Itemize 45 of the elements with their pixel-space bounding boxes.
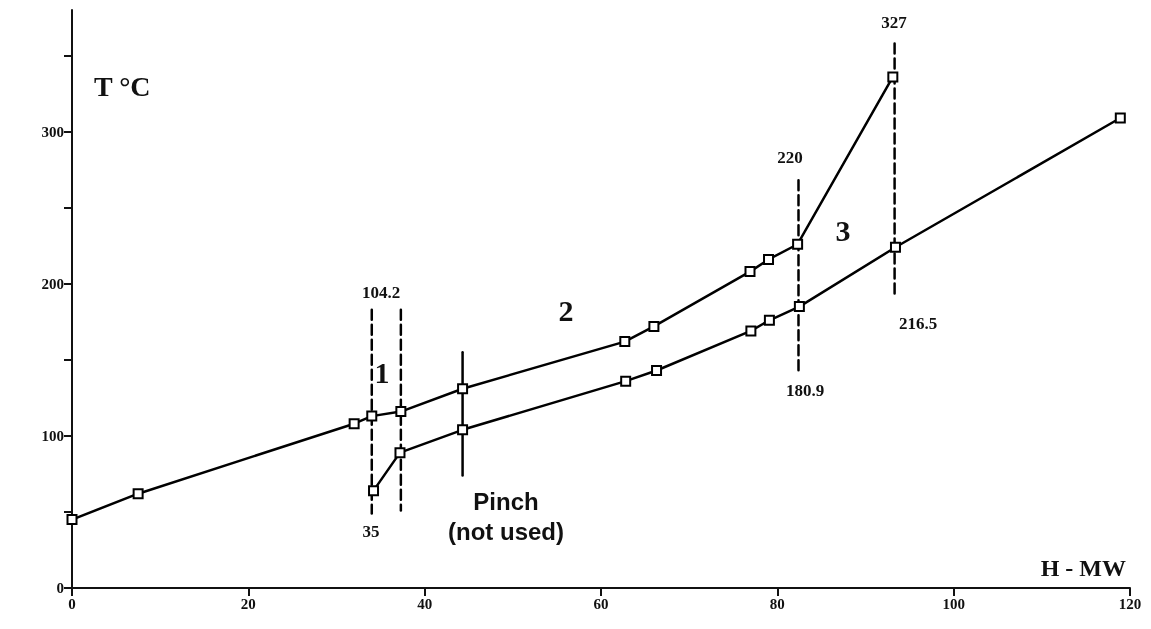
point	[368, 485, 380, 497]
point	[792, 238, 804, 250]
annotation: 3	[835, 213, 851, 247]
point	[620, 375, 632, 387]
point	[745, 325, 757, 337]
point	[763, 314, 775, 326]
annotation: 35	[362, 521, 380, 541]
point	[648, 320, 660, 332]
annotation: Pinch (not used)	[448, 487, 564, 545]
annotation: 180.9	[785, 380, 825, 400]
annotation: 1	[374, 355, 390, 389]
x-tick-label: 60	[593, 595, 609, 612]
y-axis-title: T °C	[94, 70, 151, 102]
x-tick-label: 120	[1118, 595, 1142, 612]
point	[366, 410, 378, 422]
point	[744, 266, 756, 278]
y-tick-label: 0	[56, 580, 64, 596]
point	[889, 241, 901, 253]
point	[651, 364, 663, 376]
point	[793, 301, 805, 313]
annotation: 104.2	[361, 282, 401, 302]
annotation: 327	[881, 12, 908, 32]
x-tick-label: 80	[769, 595, 785, 612]
point	[887, 71, 899, 83]
point	[1114, 112, 1126, 124]
point	[394, 447, 406, 459]
point	[395, 406, 407, 418]
annotation: 2	[558, 293, 574, 327]
x-axis-title: H - MW	[1040, 555, 1126, 581]
annotation: 216.5	[898, 313, 938, 333]
point	[457, 424, 469, 436]
point	[457, 383, 469, 395]
point	[348, 418, 360, 430]
y-tick-label: 200	[41, 275, 64, 292]
x-tick-label: 100	[942, 595, 965, 612]
x-tick-label: 20	[240, 595, 256, 612]
point	[132, 488, 144, 500]
x-tick-label: 0	[68, 595, 76, 612]
y-tick-label: 100	[41, 427, 64, 444]
y-tick-label: 300	[41, 123, 64, 140]
point	[619, 336, 631, 348]
x-tick-label: 40	[417, 595, 433, 612]
point	[763, 253, 775, 265]
annotation: 220	[777, 147, 803, 167]
point	[66, 514, 78, 526]
